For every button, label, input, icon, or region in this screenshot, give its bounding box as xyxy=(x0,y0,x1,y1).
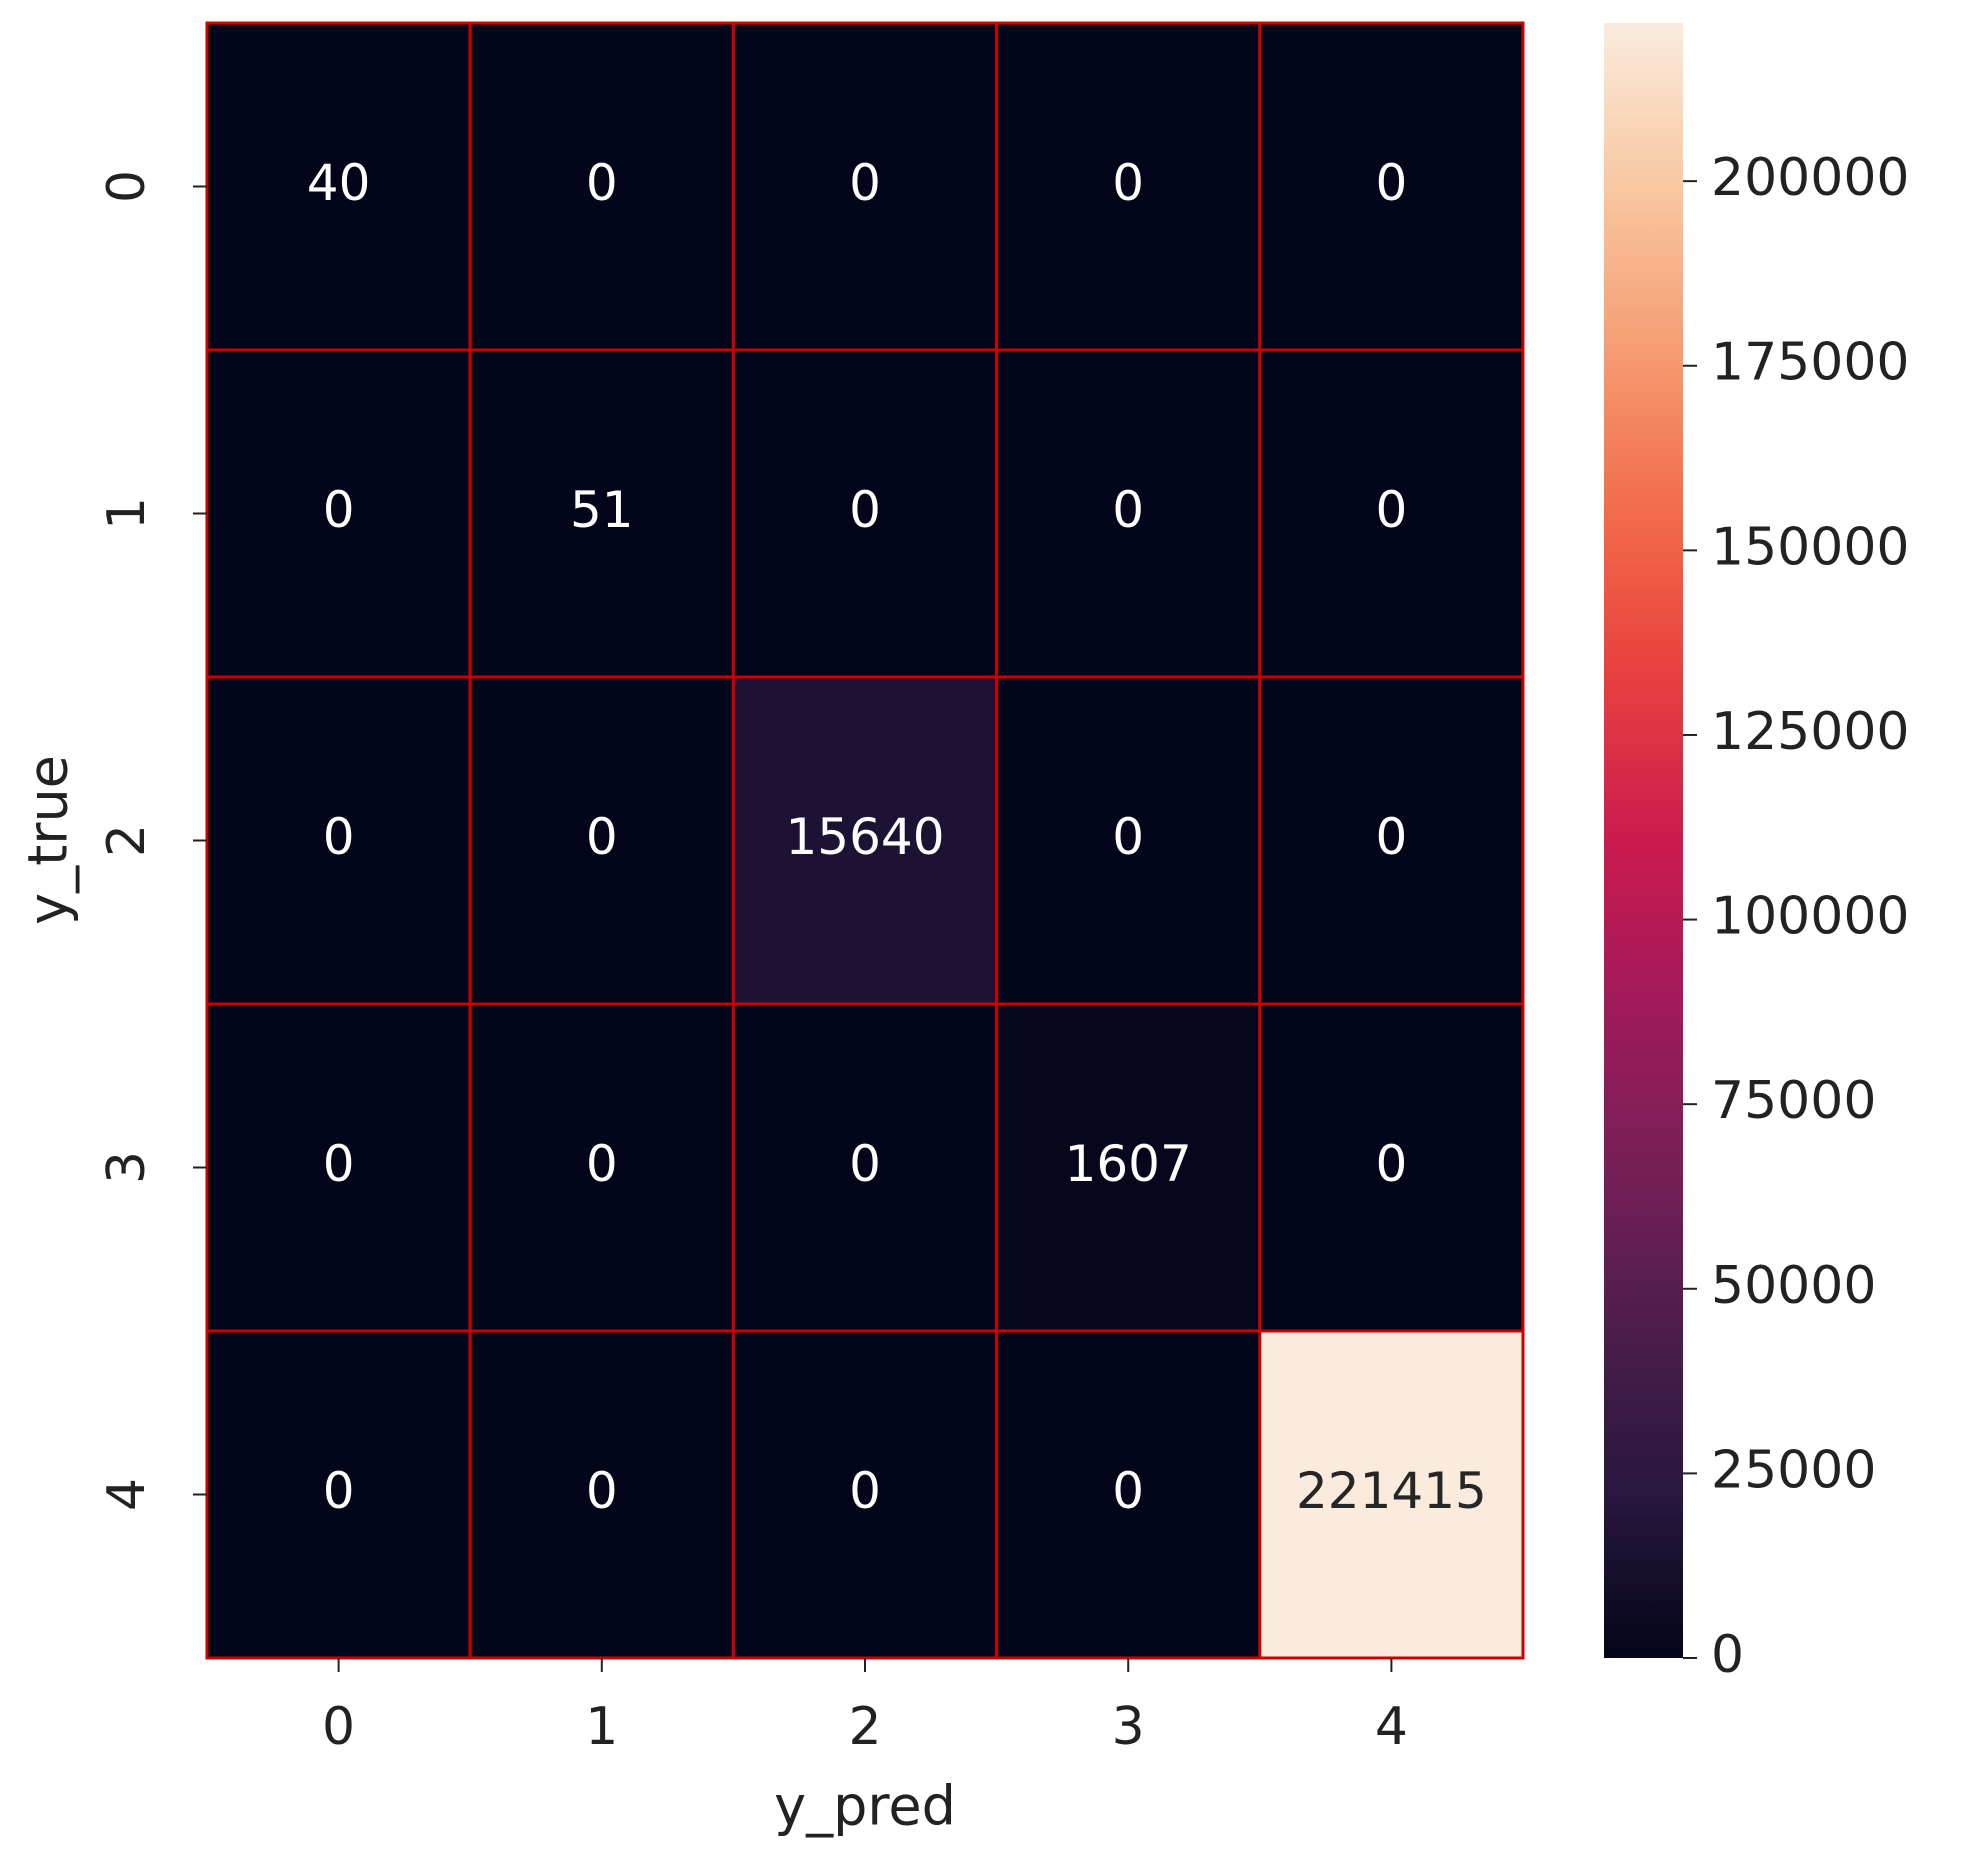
y-axis-label: y_true xyxy=(17,755,80,925)
colorbar xyxy=(1604,23,1683,1658)
cell-value-label: 0 xyxy=(323,1462,355,1520)
cell-value-label: 0 xyxy=(1375,154,1407,212)
heatmap-cell xyxy=(468,675,735,1006)
cell-value-label: 0 xyxy=(586,1462,618,1520)
heatmap-cell xyxy=(205,1329,472,1660)
cell-value-label: 0 xyxy=(586,154,618,212)
cell-value-label: 0 xyxy=(1112,481,1144,539)
y-tick-label: 1 xyxy=(97,497,157,530)
heatmap-cell xyxy=(995,21,1262,352)
heatmap-cell xyxy=(1258,348,1525,679)
x-tick-label: 1 xyxy=(585,1697,618,1757)
cell-value-label: 0 xyxy=(323,481,355,539)
heatmap-cell xyxy=(1258,21,1525,352)
x-tick-label: 2 xyxy=(848,1697,881,1757)
cell-value-label: 0 xyxy=(323,1135,355,1193)
heatmap-cell xyxy=(1258,675,1525,1006)
colorbar-tick-label: 75000 xyxy=(1711,1071,1876,1131)
heatmap-cell xyxy=(1258,1002,1525,1333)
cell-value-label: 0 xyxy=(1375,481,1407,539)
cell-value-label: 15640 xyxy=(785,808,944,866)
x-tick-label: 0 xyxy=(322,1697,355,1757)
colorbar-tick-label: 125000 xyxy=(1711,702,1910,762)
colorbar-tick-label: 100000 xyxy=(1711,887,1910,947)
x-axis-label: y_pred xyxy=(774,1775,956,1838)
colorbar-tick-label: 150000 xyxy=(1711,517,1910,577)
cell-value-label: 0 xyxy=(1112,808,1144,866)
heatmap-cell xyxy=(995,675,1262,1006)
cell-value-label: 0 xyxy=(1375,808,1407,866)
cell-value-label: 51 xyxy=(570,481,634,539)
colorbar-tick-label: 25000 xyxy=(1711,1440,1876,1500)
y-tick-label: 3 xyxy=(97,1151,157,1184)
cell-value-label: 0 xyxy=(1112,154,1144,212)
cell-value-label: 0 xyxy=(849,1462,881,1520)
cell-value-label: 0 xyxy=(586,1135,618,1193)
heatmap-cell xyxy=(468,21,735,352)
heatmap-cell xyxy=(205,21,472,352)
colorbar-tick-label: 0 xyxy=(1711,1625,1744,1685)
heatmap-cell xyxy=(731,1329,999,1660)
heatmap-cell xyxy=(731,21,999,352)
heatmap-cell xyxy=(205,348,472,679)
heatmap-cell xyxy=(468,1329,735,1660)
cell-value-label: 0 xyxy=(849,1135,881,1193)
cell-value-label: 0 xyxy=(586,808,618,866)
heatmap-cell xyxy=(731,675,999,1006)
y-tick-label: 4 xyxy=(97,1478,157,1511)
y-tick-label: 2 xyxy=(97,824,157,857)
cell-value-label: 0 xyxy=(323,808,355,866)
heatmap-cell xyxy=(468,1002,735,1333)
cell-value-label: 0 xyxy=(1375,1135,1407,1193)
cell-value-label: 221415 xyxy=(1296,1462,1487,1520)
x-tick-label: 3 xyxy=(1112,1697,1145,1757)
x-tick-label: 4 xyxy=(1375,1697,1408,1757)
cell-value-label: 0 xyxy=(849,481,881,539)
heatmap-cell xyxy=(995,1002,1262,1333)
colorbar-tick-label: 175000 xyxy=(1711,333,1910,393)
cell-value-label: 0 xyxy=(1112,1462,1144,1520)
heatmap-cell xyxy=(731,348,999,679)
y-tick-label: 0 xyxy=(97,170,157,203)
colorbar-tick-label: 200000 xyxy=(1711,148,1910,208)
cell-value-label: 40 xyxy=(307,154,371,212)
colorbar-tick-label: 50000 xyxy=(1711,1256,1876,1316)
cell-value-label: 0 xyxy=(849,154,881,212)
heatmap-cell xyxy=(1258,1329,1525,1660)
heatmap-cell xyxy=(731,1002,999,1333)
cell-value-label: 1607 xyxy=(1065,1135,1192,1193)
